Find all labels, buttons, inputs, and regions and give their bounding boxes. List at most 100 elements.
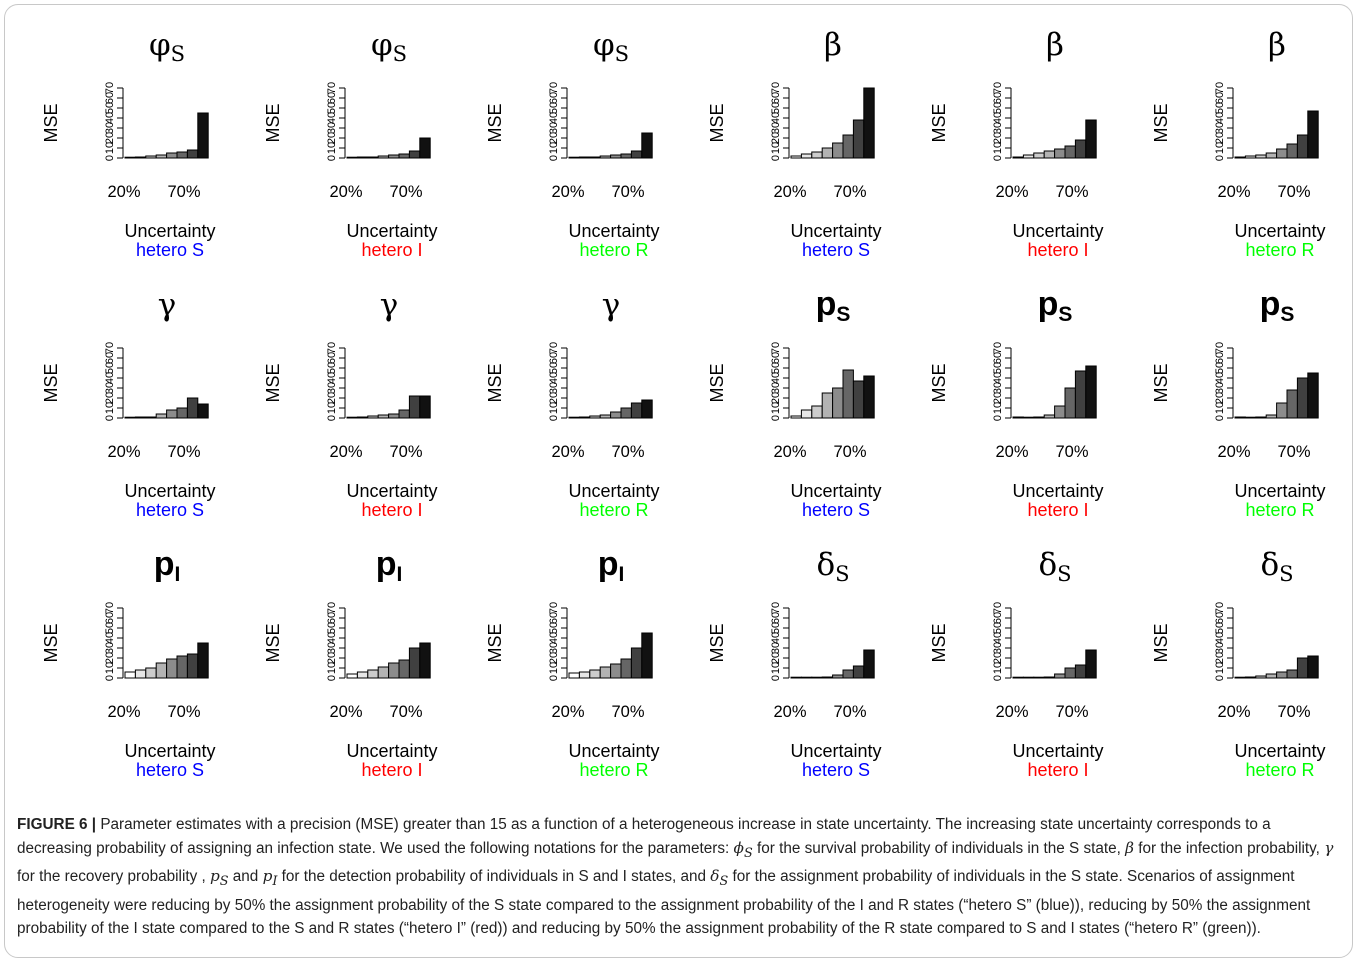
scenario-label: hetero I bbox=[361, 240, 422, 260]
y-tick-label: 10 bbox=[770, 142, 782, 154]
bar bbox=[641, 399, 653, 419]
x-tick-label: 20% bbox=[551, 443, 584, 461]
bar bbox=[356, 156, 369, 159]
bar bbox=[1033, 416, 1045, 419]
x-axis-label: Uncertainty bbox=[1012, 481, 1103, 501]
y-tick-label: 30 bbox=[548, 122, 560, 134]
x-tick-label: 70% bbox=[1055, 443, 1088, 461]
y-axis-label: MSE bbox=[263, 623, 283, 662]
x-tick-label: 70% bbox=[389, 183, 422, 201]
y-tick-label: 0 bbox=[104, 675, 116, 681]
bar bbox=[800, 409, 813, 419]
scenario-label: hetero I bbox=[361, 500, 422, 520]
y-tick-label: 70 bbox=[104, 342, 116, 354]
bar bbox=[1234, 416, 1246, 419]
x-axis-label: Uncertainty bbox=[790, 221, 881, 241]
x-axis-label: Uncertainty bbox=[1234, 741, 1325, 761]
bar bbox=[599, 414, 612, 419]
bar bbox=[1054, 673, 1066, 679]
y-tick-label: 10 bbox=[104, 662, 116, 674]
y-tick-label: 70 bbox=[548, 602, 560, 614]
bar bbox=[346, 416, 358, 419]
caption-text: Parameter estimates with a precision (MS… bbox=[17, 816, 1334, 938]
y-tick-label: 40 bbox=[326, 112, 338, 124]
y-tick-label: 10 bbox=[1214, 402, 1226, 414]
x-axis-label: Uncertainty bbox=[568, 741, 659, 761]
x-tick-label: 20% bbox=[551, 703, 584, 721]
y-tick-label: 20 bbox=[326, 392, 338, 404]
y-tick-label: 70 bbox=[1214, 82, 1226, 94]
bar bbox=[1012, 156, 1024, 159]
y-tick-label: 10 bbox=[770, 662, 782, 674]
bar bbox=[578, 671, 591, 679]
x-tick-label: 20% bbox=[773, 183, 806, 201]
y-tick-label: 0 bbox=[326, 675, 338, 681]
bar bbox=[197, 642, 209, 679]
y-tick-label: 60 bbox=[1214, 612, 1226, 624]
x-tick-label: 70% bbox=[167, 703, 200, 721]
y-tick-label: 60 bbox=[104, 92, 116, 104]
x-tick-label: 20% bbox=[995, 703, 1028, 721]
panel-title: γ bbox=[158, 287, 177, 323]
bar bbox=[1054, 405, 1066, 419]
bar bbox=[821, 147, 834, 159]
bar bbox=[1085, 365, 1097, 419]
scenario-label: hetero R bbox=[1245, 760, 1314, 780]
y-tick-label: 60 bbox=[992, 612, 1004, 624]
bar bbox=[1043, 676, 1056, 679]
bar bbox=[197, 403, 209, 419]
bar bbox=[186, 653, 199, 679]
y-tick-label: 10 bbox=[1214, 662, 1226, 674]
bar bbox=[1255, 416, 1267, 419]
y-tick-label: 60 bbox=[104, 612, 116, 624]
bar bbox=[589, 669, 601, 679]
panel-title: γ bbox=[602, 287, 621, 323]
y-tick-label: 0 bbox=[104, 415, 116, 421]
bar bbox=[419, 137, 431, 159]
y-tick-label: 30 bbox=[1214, 122, 1226, 134]
y-tick-label: 70 bbox=[770, 342, 782, 354]
y-axis-label: MSE bbox=[929, 103, 949, 142]
y-axis-label: MSE bbox=[707, 623, 727, 662]
bar bbox=[134, 416, 147, 419]
y-tick-label: 50 bbox=[1214, 362, 1226, 374]
bar bbox=[367, 669, 379, 679]
y-axis-label: MSE bbox=[1151, 623, 1171, 662]
bar bbox=[821, 676, 834, 679]
y-axis-label: MSE bbox=[707, 363, 727, 402]
bar bbox=[1255, 675, 1267, 679]
y-tick-label: 50 bbox=[548, 362, 560, 374]
bar bbox=[356, 671, 369, 679]
y-tick-label: 0 bbox=[1214, 155, 1226, 161]
bar bbox=[1296, 657, 1309, 679]
y-tick-label: 70 bbox=[770, 82, 782, 94]
bar bbox=[145, 667, 157, 679]
y-tick-label: 40 bbox=[104, 632, 116, 644]
y-tick-label: 10 bbox=[326, 402, 338, 414]
scenario-label: hetero S bbox=[136, 500, 204, 520]
y-tick-label: 10 bbox=[326, 142, 338, 154]
y-tick-label: 0 bbox=[548, 415, 560, 421]
bar bbox=[176, 151, 188, 159]
y-tick-label: 70 bbox=[548, 82, 560, 94]
y-tick-label: 40 bbox=[326, 632, 338, 644]
bar bbox=[1265, 414, 1278, 419]
bar bbox=[1043, 414, 1056, 419]
y-tick-label: 30 bbox=[992, 382, 1004, 394]
x-tick-label: 20% bbox=[329, 703, 362, 721]
bar bbox=[610, 411, 622, 419]
x-axis-label: Uncertainty bbox=[346, 481, 437, 501]
bar bbox=[790, 415, 802, 419]
x-axis-label: Uncertainty bbox=[790, 741, 881, 761]
y-tick-label: 20 bbox=[770, 652, 782, 664]
y-tick-label: 50 bbox=[1214, 622, 1226, 634]
y-tick-label: 30 bbox=[548, 382, 560, 394]
y-tick-label: 50 bbox=[326, 102, 338, 114]
y-tick-label: 0 bbox=[326, 155, 338, 161]
x-tick-label: 20% bbox=[329, 443, 362, 461]
